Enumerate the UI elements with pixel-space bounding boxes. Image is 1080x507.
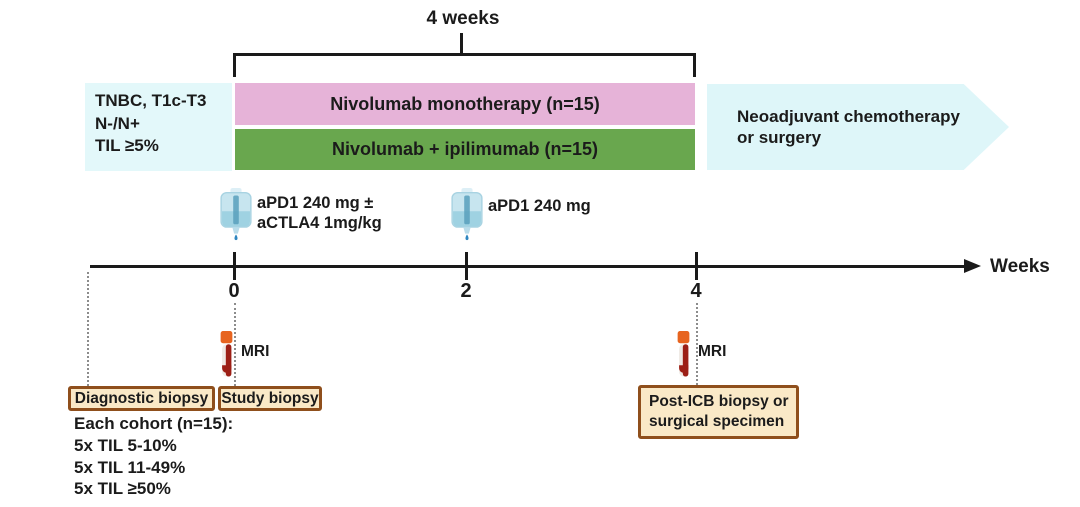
post-icb-line-2: surgical specimen <box>649 413 785 430</box>
arm-label-monotherapy: Nivolumab monotherapy (n=15) <box>330 93 600 114</box>
iv-bag-icon <box>450 188 484 247</box>
dropline-diagnostic <box>87 272 89 386</box>
cohort-note: Each cohort (n=15): 5x TIL 5-10% 5x TIL … <box>74 413 233 500</box>
blood-tube-icon <box>219 331 234 383</box>
arm-label-combination: Nivolumab + ipilimumab (n=15) <box>331 139 599 159</box>
diagnostic-biopsy-box: Diagnostic biopsy <box>68 386 215 411</box>
eligibility-line-3: TIL ≥5% <box>95 136 159 155</box>
infusion-label-week2: aPD1 240 mg <box>488 196 591 216</box>
tick-label-2: 2 <box>460 280 472 302</box>
cohort-note-line-2: 5x TIL 5-10% <box>74 435 177 455</box>
dropline-week4 <box>696 303 698 385</box>
tick-label-4: 4 <box>690 280 702 302</box>
iv-bag-icon <box>219 188 253 247</box>
outcome-line-2: or surgery <box>737 128 822 147</box>
infusion-week0-line-2: aCTLA4 1mg/kg <box>257 214 382 232</box>
arm-bar-monotherapy: Nivolumab monotherapy (n=15) <box>235 83 695 125</box>
mri-label-week4: MRI <box>698 343 727 360</box>
bracket-stem <box>460 33 463 54</box>
tick-week-4 <box>695 252 698 280</box>
tick-week-2 <box>465 252 468 280</box>
cohort-note-line-4: 5x TIL ≥50% <box>74 479 171 499</box>
cohort-note-line-1: Each cohort (n=15): <box>74 414 234 433</box>
post-icb-line-1: Post-ICB biopsy or <box>649 392 789 410</box>
axis-arrowhead-icon <box>964 259 981 273</box>
duration-label: 4 weeks <box>426 8 500 29</box>
cohort-note-line-3: 5x TIL 11-49% <box>74 457 186 477</box>
blood-tube-icon <box>676 331 691 383</box>
tick-week-0 <box>233 252 236 280</box>
timeline-axis <box>90 265 970 268</box>
post-icb-biopsy-box: Post-ICB biopsy or surgical specimen <box>638 385 799 439</box>
eligibility-line-1: TNBC, T1c-T3 <box>95 91 207 110</box>
outcome-line-1: Neoadjuvant chemotherapy <box>737 107 960 126</box>
infusion-label-week0: aPD1 240 mg ± aCTLA4 1mg/kg <box>257 193 382 233</box>
infusion-week0-line-1: aPD1 240 mg ± <box>257 194 374 212</box>
eligibility-box: TNBC, T1c-T3 N-/N+ TIL ≥5% <box>85 83 232 171</box>
arm-bar-combination: Nivolumab + ipilimumab (n=15) <box>235 129 695 170</box>
infusion-week2-line-1: aPD1 240 mg <box>488 197 591 215</box>
eligibility-line-2: N-/N+ <box>95 113 140 133</box>
tick-label-0: 0 <box>228 280 240 302</box>
dropline-week0 <box>234 303 236 386</box>
axis-label: Weeks <box>990 256 1050 277</box>
outcome-arrow: Neoadjuvant chemotherapy or surgery <box>707 84 1009 170</box>
mri-label-week0: MRI <box>241 343 270 360</box>
study-biopsy-box: Study biopsy <box>218 386 322 411</box>
duration-bracket <box>233 53 696 77</box>
